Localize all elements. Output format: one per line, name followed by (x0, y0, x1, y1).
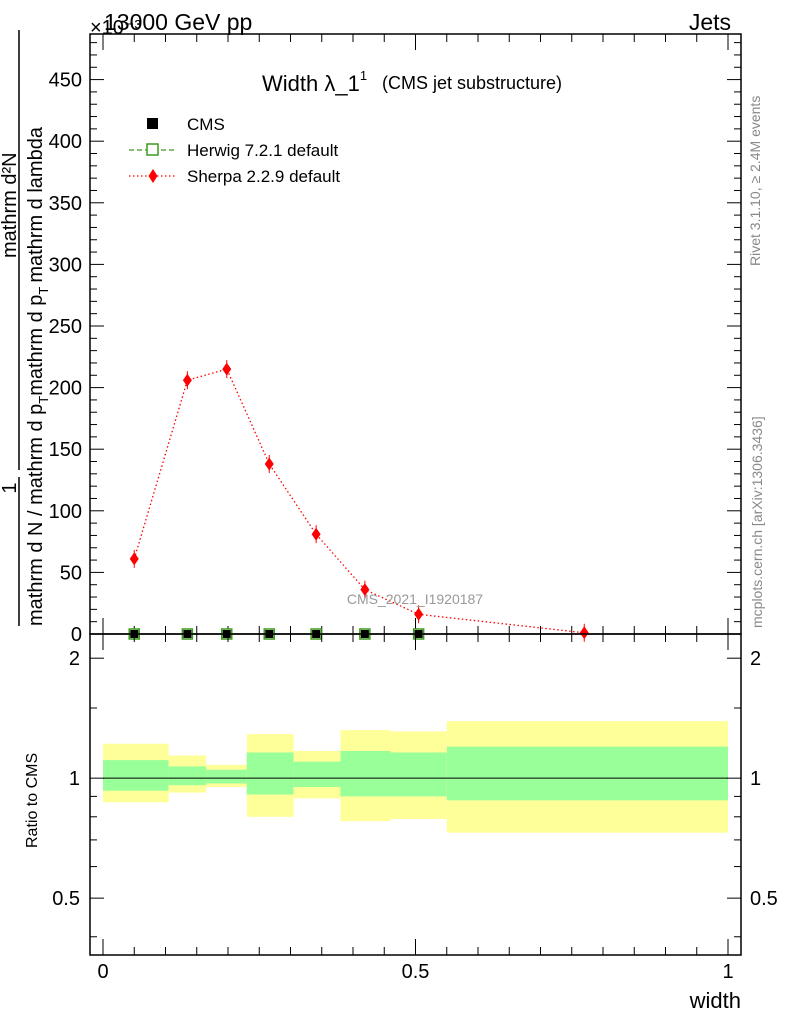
ratio-y-tick-label-right: 1 (750, 768, 761, 790)
y-label-denominator-tail: mathrm d p (25, 295, 47, 396)
plot-title: Width λ_11 (262, 68, 367, 96)
main-y-tick-label: 450 (49, 70, 82, 92)
header-process-label: Jets (689, 9, 731, 35)
main-y-tick-label: 350 (49, 193, 82, 215)
sherpa-point (129, 552, 139, 566)
ratio-y-tick-label-right: 0.5 (750, 888, 778, 910)
legend-herwig-marker (146, 143, 159, 156)
plot-subtitle: (CMS jet substructure) (382, 73, 562, 93)
main-y-tick-label: 400 (49, 131, 82, 153)
header-energy-label: 13000 GeV pp (104, 9, 252, 35)
main-y-tick-label: 200 (49, 378, 82, 400)
ratio-inner-band (340, 750, 391, 797)
main-y-label: 1 mathrm d N / mathrm d pTmathrm d pTmat… (0, 30, 51, 626)
sherpa-line (133, 368, 585, 634)
ratio-y-tick-label-right: 2 (750, 648, 761, 670)
main-y-axis-ticks: 0 50 100 150 200 250 300 350 400 450 (49, 42, 741, 646)
legend-sherpa-label: Sherpa 2.2.9 default (187, 167, 340, 186)
legend-cms-marker (147, 118, 158, 129)
sherpa-point (182, 373, 192, 387)
main-y-tick-label: 50 (60, 562, 82, 584)
y-label-top: mathrm d lambda (25, 126, 47, 282)
ratio-y-axis-ticks: 0.5 1 2 0.5 1 2 (52, 648, 778, 938)
legend-herwig-label: Herwig 7.2.1 default (187, 141, 338, 160)
main-y-tick-label: 150 (49, 439, 82, 461)
sherpa-point (360, 583, 370, 597)
analysis-watermark: CMS_2021_I1920187 (347, 591, 483, 607)
rivet-version-label: Rivet 3.1.10, ≥ 2.4M events (747, 96, 763, 266)
legend: CMS Herwig 7.2.1 default Sherpa 2.2.9 de… (129, 115, 340, 186)
y-label-denominator: mathrm d N / mathrm d pTmathrm d pTmathr… (25, 126, 51, 626)
y-label-denominator-main: mathrm d N / mathrm d p (25, 404, 47, 626)
sherpa-point (222, 362, 232, 376)
plot-title-main: Width λ_1 (262, 71, 360, 96)
ratio-inner-band (206, 769, 247, 784)
ratio-uncertainty-bands (103, 721, 728, 833)
legend-cms-label: CMS (187, 115, 225, 134)
main-y-tick-label: 250 (49, 316, 82, 338)
legend-sherpa-marker (148, 169, 158, 183)
ratio-y-tick-label: 0.5 (52, 888, 80, 910)
main-plot-panel: 0 50 100 150 200 250 300 350 400 450 Width λ_11 (… (49, 33, 742, 646)
ratio-y-tick-label: 2 (69, 648, 80, 670)
y-label-numerator-top: mathrm d²N (0, 152, 21, 258)
y-label-subscript-2: T (36, 287, 51, 295)
x-tick-label: 0.5 (402, 961, 430, 983)
main-y-tick-label: 100 (49, 501, 82, 523)
main-y-tick-label: 0 (71, 624, 82, 646)
main-y-tick-label: 300 (49, 254, 82, 276)
mcplots-label: mcplots.cern.ch [arXiv:1306.3436] (749, 416, 765, 628)
ratio-inner-band (293, 761, 341, 788)
ratio-y-label: Ratio to CMS (24, 753, 41, 848)
x-tick-label: 0 (97, 961, 108, 983)
sherpa-point (414, 607, 424, 621)
plot-title-superscript: 1 (360, 68, 367, 83)
ratio-inner-band (446, 746, 728, 801)
ratio-inner-band (168, 766, 207, 786)
sherpa-point (264, 457, 274, 471)
y-label-numerator: 1 (0, 482, 21, 493)
x-axis-label: width (689, 988, 741, 1013)
ratio-inner-band (103, 760, 169, 791)
sherpa-point (579, 626, 589, 640)
ratio-x-axis-ticks: 0 0.5 1 (97, 634, 734, 983)
y-label-subscript-1: T (36, 396, 51, 404)
ratio-inner-band (390, 752, 447, 797)
sherpa-point (311, 527, 321, 541)
ratio-y-tick-label: 1 (69, 768, 80, 790)
x-tick-label: 1 (722, 961, 733, 983)
ratio-inner-band (246, 752, 294, 795)
